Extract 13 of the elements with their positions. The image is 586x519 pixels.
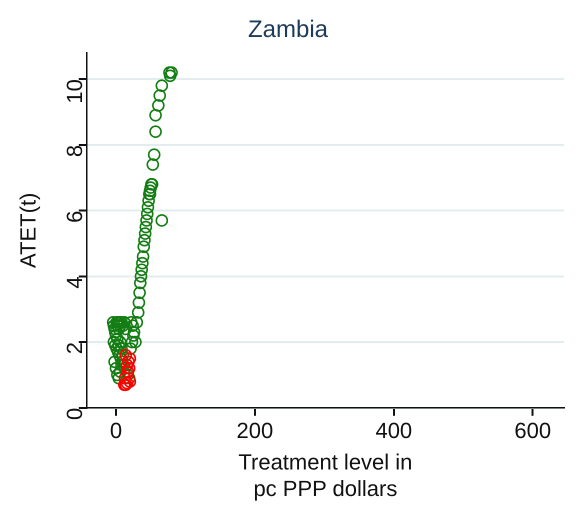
x-tick-label: 200 [236, 418, 274, 444]
x-tick-label: 400 [375, 418, 412, 444]
chart-title: Zambia [248, 16, 329, 44]
x-tick-label: 0 [110, 418, 122, 444]
x-axis-title: Treatment level in pc PPP dollars [238, 449, 412, 501]
y-tick-label: 4 [62, 276, 87, 289]
y-tick-label: 2 [62, 342, 87, 354]
x-tick-label: 600 [514, 418, 552, 444]
y-axis-title: ATET(t) [15, 192, 40, 268]
y-tick-label: 8 [62, 144, 87, 158]
y-tick-label: 0 [62, 408, 87, 420]
y-tick-label: 10 [62, 79, 87, 104]
y-tick-label: 6 [62, 210, 87, 223]
